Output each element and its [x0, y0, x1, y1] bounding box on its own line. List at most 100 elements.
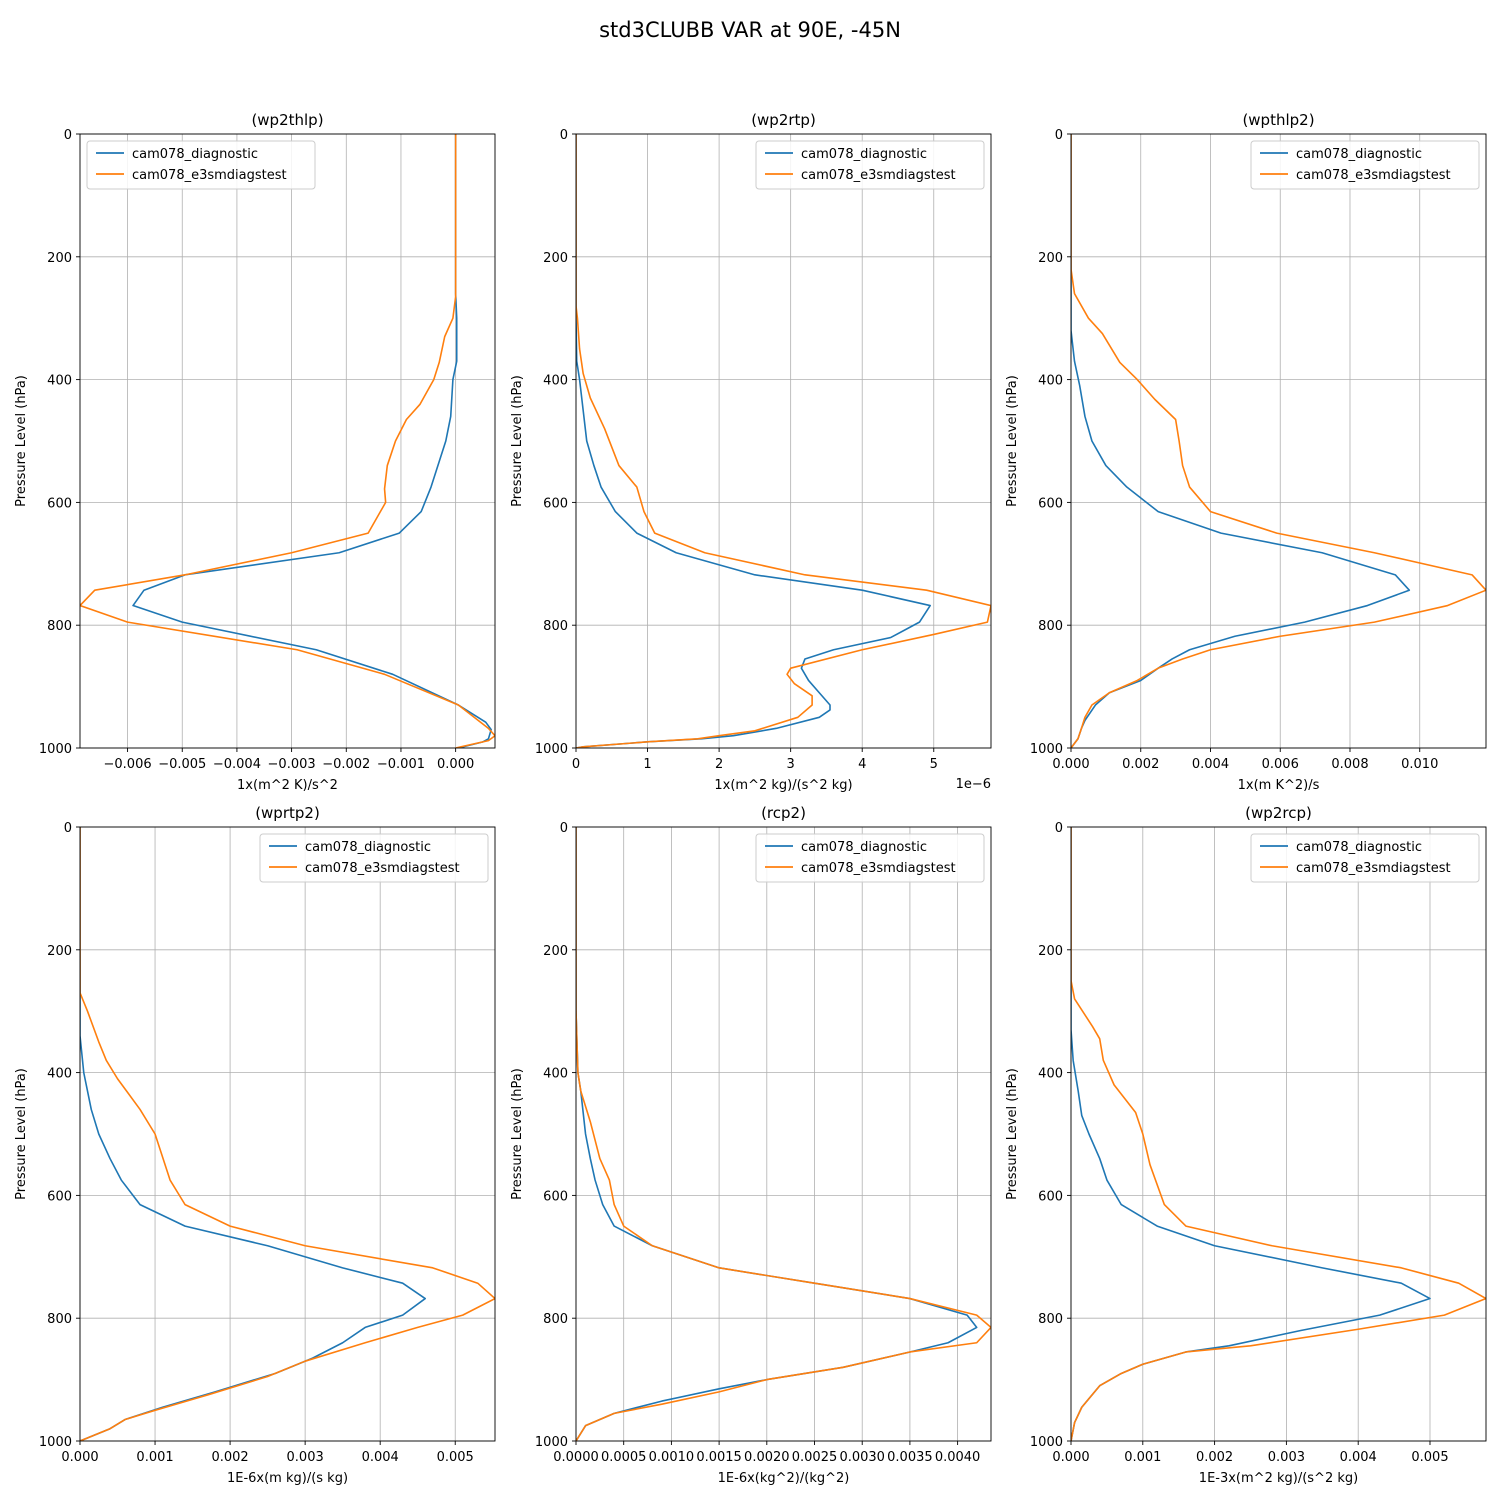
y-axis-label: Pressure Level (hPa)	[510, 1068, 525, 1200]
series-line-cam078_diagnostic	[80, 827, 427, 1441]
series-line-cam078_diagnostic	[1071, 134, 1411, 748]
x-tick-label: 4	[858, 757, 866, 772]
y-tick-label: 0	[1055, 128, 1063, 143]
series-line-cam078_diagnostic	[576, 134, 931, 748]
x-tick-label: 0.0025	[792, 1450, 838, 1465]
x-axis-label: 1x(m^2 kg)/(s^2 kg)	[714, 778, 852, 793]
y-tick-label: 200	[47, 944, 72, 959]
x-tick-label: 0.0005	[601, 1450, 647, 1465]
x-tick-label: 0.001	[136, 1450, 173, 1465]
y-tick-label: 200	[543, 944, 568, 959]
plot-area	[1071, 134, 1486, 748]
subplot-5: 0.000 0.001 0.002 0.003 0.004 0.005 0 200 400 600…	[1005, 804, 1487, 1486]
y-tick-label: 400	[1038, 1067, 1063, 1082]
x-tick-label: 0.0010	[649, 1450, 695, 1465]
y-axis-label: Pressure Level (hPa)	[1005, 375, 1020, 507]
legend-box	[755, 140, 985, 190]
x-offset-text: 1e−6	[956, 777, 991, 792]
plot-area	[576, 134, 991, 748]
legend-box	[259, 833, 489, 883]
axes-frame	[79, 826, 496, 1442]
x-axis-label: 1x(m^2 K)/s^2	[237, 778, 338, 793]
x-tick-label: 0.000	[1052, 1450, 1089, 1465]
legend: cam078_diagnostic cam078_e3smdiagstest	[755, 140, 985, 190]
x-tick-label: 0.008	[1331, 757, 1368, 772]
legend-entry: cam078_diagnostic	[1296, 840, 1422, 855]
x-tick-label: 1	[643, 757, 651, 772]
subplot-title: (wpthlp2)	[1242, 111, 1314, 129]
y-tick-label: 600	[543, 1189, 568, 1204]
subplot-title: (wp2rcp)	[1245, 804, 1312, 822]
legend-box	[1250, 833, 1480, 883]
y-axis-label: Pressure Level (hPa)	[14, 375, 29, 507]
y-tick-label: 0	[560, 128, 568, 143]
x-tick-label: −0.002	[322, 757, 370, 772]
legend: cam078_diagnostic cam078_e3smdiagstest	[86, 140, 316, 190]
x-tick-label: 0	[572, 757, 580, 772]
series-line-cam078_e3smdiagstest	[1071, 827, 1486, 1441]
plot-area	[80, 827, 495, 1441]
axes-frame	[1070, 133, 1487, 749]
x-tick-label: 0.002	[1196, 1450, 1233, 1465]
x-tick-label: −0.004	[213, 757, 261, 772]
legend-entry: cam078_e3smdiagstest	[801, 861, 956, 876]
y-tick-label: 0	[560, 821, 568, 836]
subplot-title: (rcp2)	[761, 804, 806, 822]
series-group	[576, 134, 991, 748]
legend-box	[86, 140, 316, 190]
y-tick-label: 800	[1038, 619, 1063, 634]
figure-title: std3CLUBB VAR at 90E, -45N	[599, 18, 901, 42]
x-axis-label: 1E-6x(kg^2)/(kg^2)	[718, 1471, 850, 1486]
x-axis-label: 1E-6x(m kg)/(s kg)	[227, 1471, 348, 1486]
subplot-title: (wp2thlp)	[251, 111, 323, 129]
legend-entry: cam078_diagnostic	[801, 840, 927, 855]
x-axis-label: 1x(m K^2)/s	[1238, 778, 1320, 793]
x-tick-label: 0.001	[1124, 1450, 1161, 1465]
y-axis-label: Pressure Level (hPa)	[1005, 1068, 1020, 1200]
legend: cam078_diagnostic cam078_e3smdiagstest	[1250, 833, 1480, 883]
x-tick-label: 0.0030	[839, 1450, 885, 1465]
y-tick-label: 1000	[1030, 1435, 1063, 1450]
y-tick-label: 600	[47, 496, 72, 511]
x-tick-label: 0.005	[437, 1450, 474, 1465]
y-tick-label: 1000	[535, 1435, 568, 1450]
x-tick-label: 0.0000	[553, 1450, 599, 1465]
y-tick-label: 400	[1038, 374, 1063, 389]
legend-box	[1250, 140, 1480, 190]
y-tick-label: 1000	[39, 742, 72, 757]
y-tick-label: 400	[543, 1067, 568, 1082]
plot-area	[1071, 827, 1486, 1441]
legend-entry: cam078_e3smdiagstest	[305, 861, 460, 876]
subplot-4: 0.0000 0.0005 0.0010 0.0015 0.0020 0.0025 0.00…	[510, 804, 992, 1486]
series-group	[1071, 134, 1486, 748]
legend-entry: cam078_e3smdiagstest	[801, 168, 956, 183]
y-tick-label: 200	[47, 251, 72, 266]
y-tick-label: 1000	[39, 1435, 72, 1450]
x-tick-label: −0.006	[104, 757, 152, 772]
subplot-0: −0.006 −0.005 −0.004 −0.003 −0.002 −0.001 0.00…	[14, 111, 496, 793]
x-tick-label: 0.000	[61, 1450, 98, 1465]
x-tick-label: 0.003	[287, 1450, 324, 1465]
y-tick-label: 0	[64, 128, 72, 143]
y-tick-label: 400	[47, 374, 72, 389]
x-tick-label: 3	[787, 757, 795, 772]
y-tick-label: 200	[1038, 944, 1063, 959]
legend-entry: cam078_diagnostic	[132, 147, 258, 162]
legend-entry: cam078_e3smdiagstest	[1296, 168, 1451, 183]
subplot-1: 0 1 2 3 4 5 0 200 400 600 800 1000 (wp2rtp) 1x(m^2 kg…	[510, 111, 992, 793]
legend-entry: cam078_diagnostic	[1296, 147, 1422, 162]
x-tick-label: 0.0040	[935, 1450, 981, 1465]
y-tick-label: 800	[543, 1312, 568, 1327]
y-tick-label: 200	[543, 251, 568, 266]
axes-frame	[79, 133, 496, 749]
x-tick-label: 0.000	[437, 757, 474, 772]
x-tick-label: 0.000	[1052, 757, 1089, 772]
x-tick-label: −0.001	[377, 757, 425, 772]
legend: cam078_diagnostic cam078_e3smdiagstest	[259, 833, 489, 883]
legend: cam078_diagnostic cam078_e3smdiagstest	[755, 833, 985, 883]
x-tick-label: −0.003	[268, 757, 316, 772]
legend-entry: cam078_e3smdiagstest	[132, 168, 287, 183]
series-group	[576, 827, 991, 1441]
plot-area	[80, 134, 495, 748]
